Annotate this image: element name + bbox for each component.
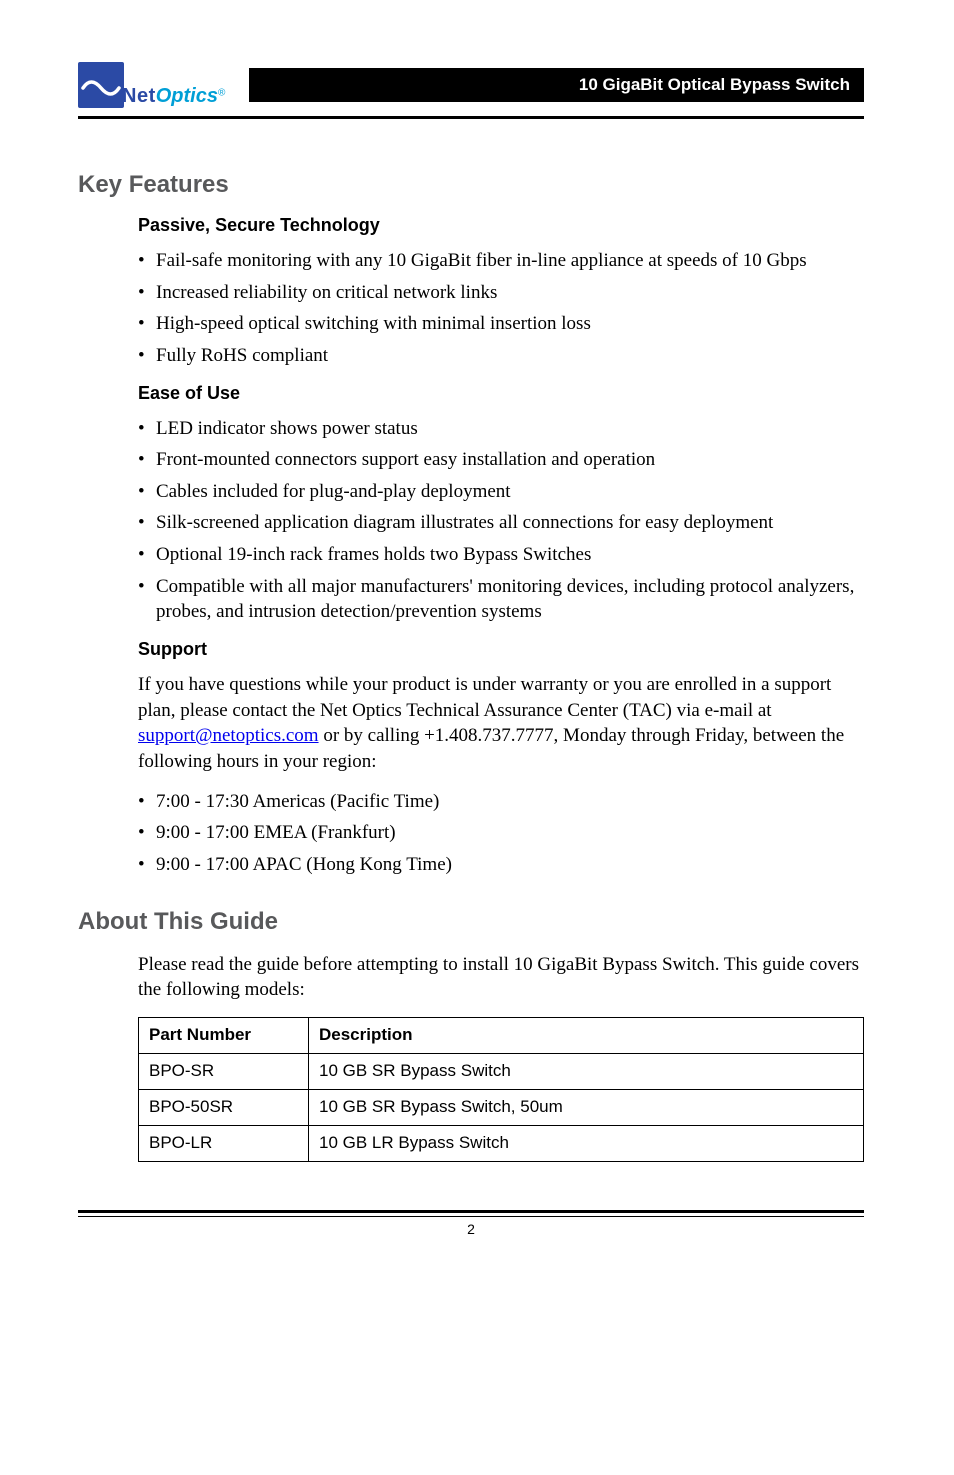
table-header-row: Part Number Description xyxy=(139,1017,864,1053)
logo: NetOptics® xyxy=(78,62,225,108)
page-number: 2 xyxy=(78,1221,864,1237)
passive-list: •Fail-safe monitoring with any 10 GigaBi… xyxy=(138,248,864,369)
list-item: •Fail-safe monitoring with any 10 GigaBi… xyxy=(138,248,864,274)
about-paragraph: Please read the guide before attempting … xyxy=(138,952,864,1003)
list-item: •Increased reliability on critical netwo… xyxy=(138,280,864,306)
list-item: •Optional 19-inch rack frames holds two … xyxy=(138,542,864,568)
list-item: •Fully RoHS compliant xyxy=(138,343,864,369)
cell-partnumber: BPO-SR xyxy=(139,1053,309,1089)
list-item: •9:00 - 17:00 APAC (Hong Kong Time) xyxy=(138,852,864,878)
support-para-pre: If you have questions while your product… xyxy=(138,674,831,721)
table-row: BPO-50SR 10 GB SR Bypass Switch, 50um xyxy=(139,1089,864,1125)
list-item: •7:00 - 17:30 Americas (Pacific Time) xyxy=(138,789,864,815)
support-paragraph: If you have questions while your product… xyxy=(138,672,864,775)
logo-mark-icon xyxy=(78,62,124,108)
logo-reg: ® xyxy=(218,88,225,99)
cell-partnumber: BPO-50SR xyxy=(139,1089,309,1125)
support-block: If you have questions while your product… xyxy=(138,672,864,877)
ease-list-block: •LED indicator shows power status •Front… xyxy=(138,416,864,625)
list-item: •High-speed optical switching with minim… xyxy=(138,311,864,337)
table-header-description: Description xyxy=(309,1017,864,1053)
cell-description: 10 GB SR Bypass Switch xyxy=(309,1053,864,1089)
cell-description: 10 GB LR Bypass Switch xyxy=(309,1125,864,1161)
header-rule xyxy=(78,116,864,119)
header-title-bar: 10 GigaBit Optical Bypass Switch xyxy=(249,68,864,102)
section-about-title: About This Guide xyxy=(78,908,864,936)
footer-rule-thin xyxy=(78,1216,864,1217)
sub-passive-heading: Passive, Secure Technology xyxy=(138,215,864,236)
footer-rule-thick xyxy=(78,1210,864,1213)
list-item: •9:00 - 17:00 EMEA (Frankfurt) xyxy=(138,820,864,846)
cell-description: 10 GB SR Bypass Switch, 50um xyxy=(309,1089,864,1125)
section-key-features-title: Key Features xyxy=(78,171,864,199)
cell-partnumber: BPO-LR xyxy=(139,1125,309,1161)
table-row: BPO-SR 10 GB SR Bypass Switch xyxy=(139,1053,864,1089)
ease-list: •LED indicator shows power status •Front… xyxy=(138,416,864,625)
sub-support-heading: Support xyxy=(138,639,864,660)
logo-optics: Optics xyxy=(156,85,218,107)
logo-net: Net xyxy=(122,85,156,107)
support-email-link[interactable]: support@netoptics.com xyxy=(138,725,319,746)
table-row: BPO-LR 10 GB LR Bypass Switch xyxy=(139,1125,864,1161)
page: NetOptics® 10 GigaBit Optical Bypass Swi… xyxy=(0,0,954,1277)
list-item: •Silk-screened application diagram illus… xyxy=(138,510,864,536)
passive-list-block: •Fail-safe monitoring with any 10 GigaBi… xyxy=(138,248,864,369)
list-item: •Cables included for plug-and-play deplo… xyxy=(138,479,864,505)
list-item: •Compatible with all major manufacturers… xyxy=(138,574,864,625)
header-row: NetOptics® 10 GigaBit Optical Bypass Swi… xyxy=(78,62,864,108)
support-list: •7:00 - 17:30 Americas (Pacific Time) •9… xyxy=(138,789,864,878)
about-block: Please read the guide before attempting … xyxy=(138,952,864,1162)
list-item: •LED indicator shows power status xyxy=(138,416,864,442)
header-title: 10 GigaBit Optical Bypass Switch xyxy=(579,75,850,95)
logo-text: NetOptics® xyxy=(124,85,225,108)
list-item: •Front-mounted connectors support easy i… xyxy=(138,447,864,473)
sub-ease-heading: Ease of Use xyxy=(138,383,864,404)
table-header-partnumber: Part Number xyxy=(139,1017,309,1053)
models-table: Part Number Description BPO-SR 10 GB SR … xyxy=(138,1017,864,1162)
